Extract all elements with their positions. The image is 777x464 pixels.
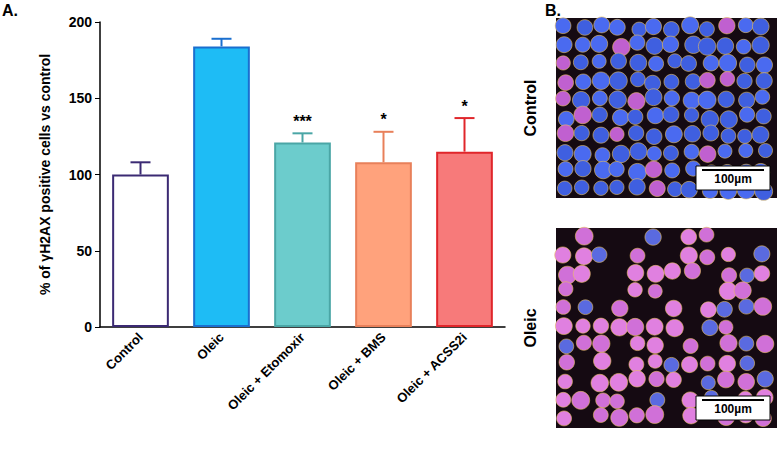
svg-text:Oleic: Oleic — [194, 330, 227, 363]
svg-text:Control: Control — [103, 330, 146, 373]
svg-text:0: 0 — [84, 319, 92, 335]
svg-text:B.: B. — [545, 2, 561, 19]
svg-text:150: 150 — [69, 90, 93, 106]
svg-text:A.: A. — [2, 2, 18, 19]
svg-text:100: 100 — [69, 167, 93, 183]
svg-text:Oleic: Oleic — [522, 308, 539, 347]
svg-text:Oleic + BMS: Oleic + BMS — [325, 329, 389, 393]
svg-text:*: * — [461, 98, 468, 115]
svg-text:Oleic + ACSS2i: Oleic + ACSS2i — [393, 330, 469, 406]
svg-text:Oleic + Etomoxir: Oleic + Etomoxir — [224, 330, 307, 413]
svg-text:200: 200 — [69, 14, 93, 30]
svg-text:% of γH2AX positive cells vs c: % of γH2AX positive cells vs control — [37, 54, 53, 295]
svg-text:50: 50 — [76, 243, 92, 259]
svg-text:100µm: 100µm — [714, 172, 752, 186]
svg-text:***: *** — [293, 113, 312, 130]
svg-text:100µm: 100µm — [714, 402, 752, 416]
svg-text:*: * — [380, 111, 387, 128]
svg-text:Control: Control — [522, 80, 539, 137]
